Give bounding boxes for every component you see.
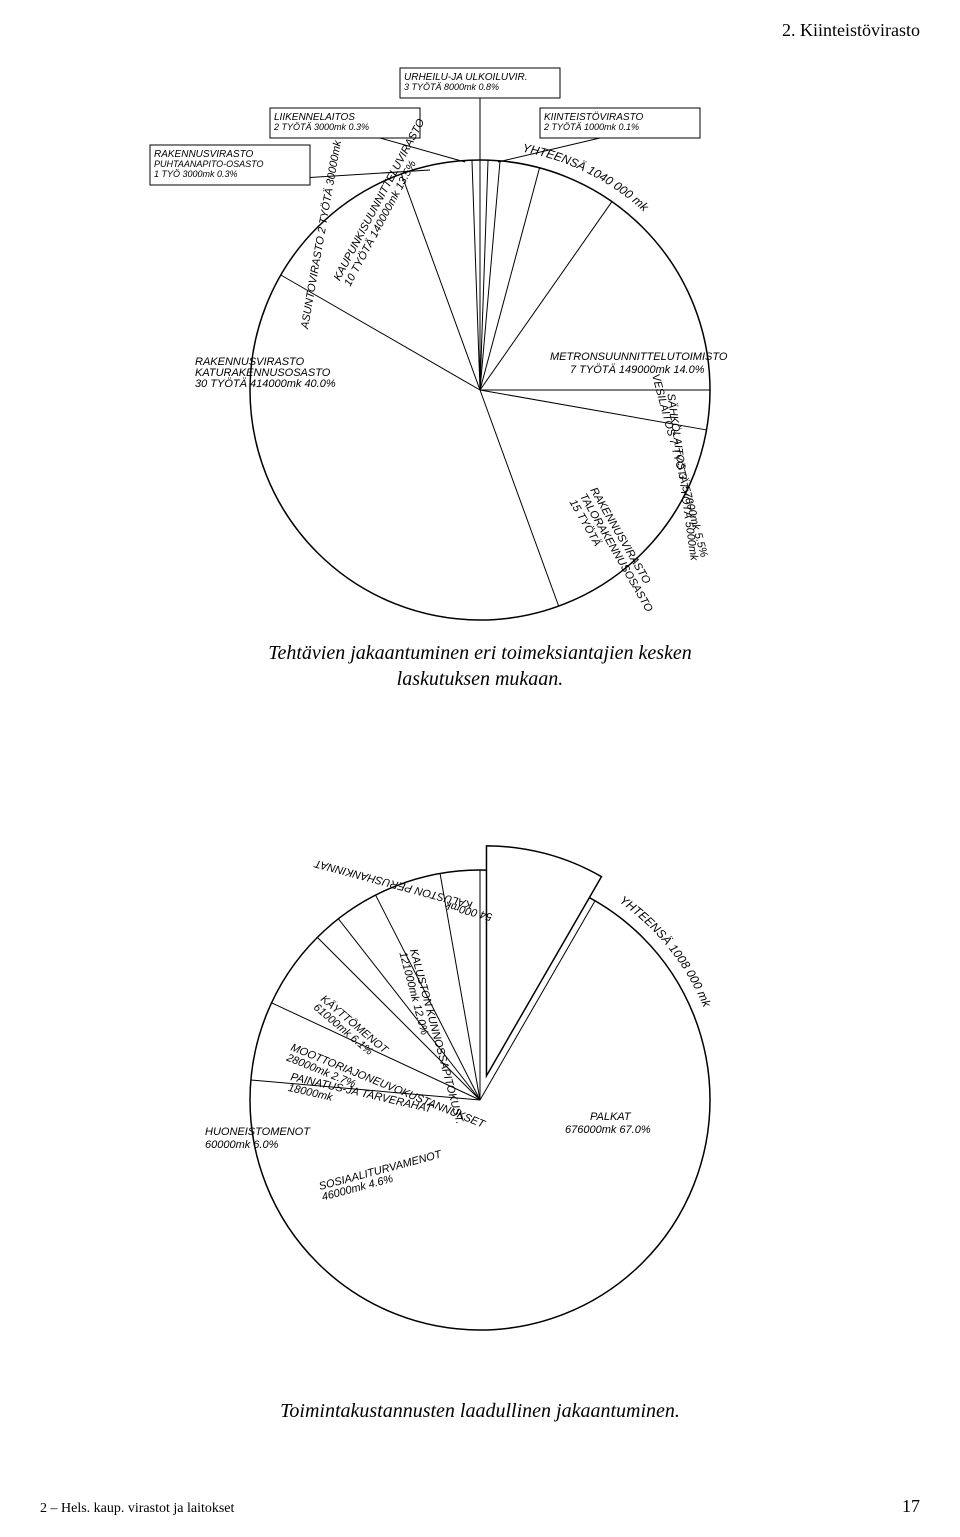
svg-text:3 TYÖTÄ 8000mk 0.8%: 3 TYÖTÄ 8000mk 0.8% — [404, 82, 499, 92]
svg-text:2 TYÖTÄ 1000mk 0.1%: 2 TYÖTÄ 1000mk 0.1% — [543, 122, 639, 132]
chart-2-svg: KALUSTON PERUSHANKINNAT54 000mkYHTEENSÄ … — [100, 770, 860, 1350]
caption-1: Tehtävien jakaantuminen eri toimeksianta… — [0, 640, 960, 692]
svg-text:7 TYÖTÄ 149000mk 14.0%: 7 TYÖTÄ 149000mk 14.0% — [570, 364, 705, 376]
page-number: 17 — [902, 1496, 920, 1517]
chart-2: KALUSTON PERUSHANKINNAT54 000mkYHTEENSÄ … — [100, 770, 860, 1350]
page-header: 2. Kiinteistövirasto — [782, 20, 920, 41]
footer-left: 2 – Hels. kaup. virastot ja laitokset — [40, 1501, 234, 1517]
header-title: 2. Kiinteistövirasto — [782, 20, 920, 40]
page: 2. Kiinteistövirasto YHTEENSÄ 1040 000 m… — [0, 0, 960, 1537]
caption-1-line2: laskutuksen mukaan. — [397, 668, 564, 690]
caption-1-line1: Tehtävien jakaantuminen eri toimeksianta… — [268, 642, 692, 664]
chart-1: YHTEENSÄ 1040 000 mkURHEILU-JA ULKOILUVI… — [100, 60, 860, 640]
svg-text:1 TYÖ 3000mk 0.3%: 1 TYÖ 3000mk 0.3% — [154, 169, 238, 179]
caption-2: Toimintakustannusten laadullinen jakaant… — [0, 1400, 960, 1423]
svg-text:METRONSUUNNITTELUTOIMISTO: METRONSUUNNITTELUTOIMISTO — [550, 351, 728, 363]
svg-text:60000mk 6.0%: 60000mk 6.0% — [205, 1139, 279, 1151]
svg-text:676000mk 67.0%: 676000mk 67.0% — [565, 1124, 651, 1136]
svg-text:HUONEISTOMENOT: HUONEISTOMENOT — [205, 1126, 311, 1138]
caption-2-text: Toimintakustannusten laadullinen jakaant… — [280, 1400, 680, 1422]
svg-text:PUHTAANAPITO-OSASTO: PUHTAANAPITO-OSASTO — [154, 159, 264, 169]
svg-text:PALKAT: PALKAT — [590, 1111, 632, 1123]
chart-1-svg: YHTEENSÄ 1040 000 mkURHEILU-JA ULKOILUVI… — [100, 60, 860, 640]
svg-text:30 TYÖTÄ 414000mk 40.0%: 30 TYÖTÄ 414000mk 40.0% — [195, 378, 336, 390]
svg-text:2 TYÖTÄ 3000mk 0.3%: 2 TYÖTÄ 3000mk 0.3% — [273, 122, 369, 132]
